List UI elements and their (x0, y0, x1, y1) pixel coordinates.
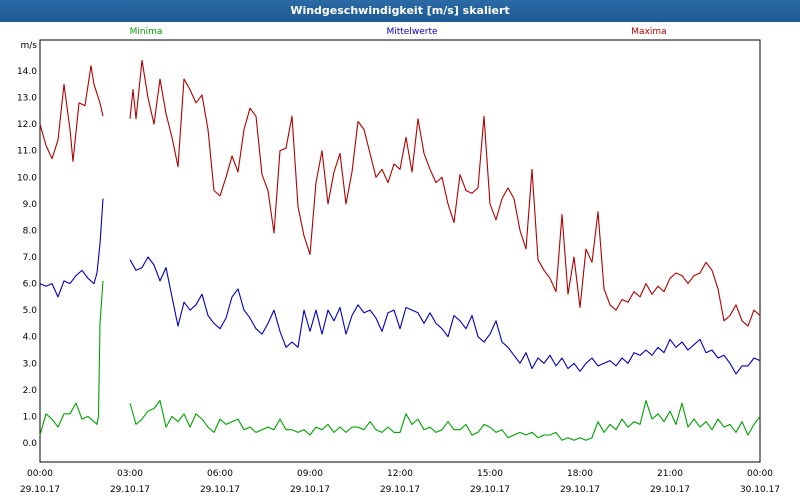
x-tick-time: 15:00 (477, 469, 503, 479)
y-tick-label: 2.0 (23, 386, 38, 396)
x-tick-time: 00:00 (27, 469, 53, 479)
series-lines (39, 59, 761, 441)
x-tick-date: 29.10.17 (290, 485, 330, 495)
plot-frame (39, 39, 761, 463)
legend-maxima: Maxima (631, 27, 666, 37)
x-tick-date: 29.10.17 (470, 485, 510, 495)
window-title: Windgeschwindigkeit [m/s] skaliert (0, 0, 800, 22)
x-tick-time: 21:00 (657, 469, 683, 479)
x-tick-time: 12:00 (387, 469, 413, 479)
axes: 0.0 1.0 2.0 3.0 4.0 5.0 6.0 7.0 8.0 9.0 10.0 11.0 12… (17, 39, 780, 495)
y-tick-label: 8.0 (23, 226, 38, 236)
series-line-mittelwerte (39, 198, 104, 298)
x-tick-time: 18:00 (567, 469, 593, 479)
y-tick-label: 13.0 (17, 94, 37, 104)
x-tick-date: 29.10.17 (380, 485, 420, 495)
series-line-minima (129, 399, 761, 441)
y-tick-label: 1.0 (23, 412, 38, 422)
series-line-maxima (39, 65, 104, 162)
series-line-mittelwerte (129, 256, 761, 375)
y-tick-label: 5.0 (23, 306, 38, 316)
x-tick-date: 29.10.17 (20, 485, 60, 495)
x-tick-time: 03:00 (117, 469, 143, 479)
x-tick-time: 06:00 (207, 469, 233, 479)
y-tick-label: 12.0 (17, 120, 37, 130)
x-tick-time: 09:00 (297, 469, 323, 479)
y-tick-label: 11.0 (17, 147, 37, 157)
y-axis-unit: m/s (21, 41, 38, 51)
y-tick-label: 10.0 (17, 173, 37, 183)
y-tick-label: 3.0 (23, 359, 38, 369)
y-tick-label: 7.0 (23, 253, 38, 263)
x-tick-date: 29.10.17 (200, 485, 240, 495)
y-tick-label: 14.0 (17, 67, 37, 77)
legend-minima: Minima (130, 27, 163, 37)
y-tick-label: 0.0 (23, 439, 38, 449)
x-tick-time: 00:00 (747, 469, 773, 479)
x-tick-date: 30.10.17 (740, 485, 780, 495)
x-tick-date: 29.10.17 (650, 485, 690, 495)
y-tick-label: 4.0 (23, 333, 38, 343)
x-tick-date: 29.10.17 (560, 485, 600, 495)
y-tick-label: 6.0 (23, 280, 38, 290)
legend-mittelwerte: Mittelwerte (386, 27, 437, 37)
x-tick-date: 29.10.17 (110, 485, 150, 495)
y-tick-label: 9.0 (23, 200, 38, 210)
series-line-minima (39, 280, 104, 436)
legend: Minima Mittelwerte Maxima (130, 27, 667, 37)
series-line-maxima (129, 59, 761, 327)
wind-speed-chart: 0.0 1.0 2.0 3.0 4.0 5.0 6.0 7.0 8.0 9.0 10.0 11.0 12… (17, 27, 780, 495)
